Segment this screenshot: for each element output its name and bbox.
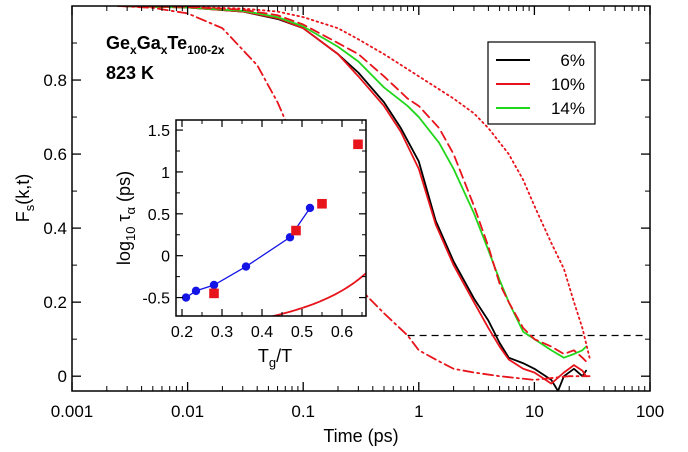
inset-square-point	[291, 225, 301, 236]
inset-y-title-tau: τ	[114, 214, 134, 221]
series-line-dashed	[117, 6, 587, 363]
inset-x-tick-label: 0.6	[331, 324, 353, 341]
inset-y-title-pre-sub: 10	[123, 227, 138, 241]
composition-formula: GexGaxTe100-2x	[106, 33, 225, 57]
series-line-dotted	[117, 6, 591, 359]
temperature-label: 823 K	[106, 63, 154, 83]
inset-y-title-tau-sub: α	[123, 206, 138, 214]
series-line-solid	[117, 6, 587, 359]
y-tick-label: 0.6	[43, 145, 67, 164]
legend-entries: 6% 10% 14%	[496, 51, 585, 118]
inset-y-title-rest: (ps)	[114, 171, 134, 202]
inset-x-tick-label: 0.5	[291, 324, 313, 341]
legend-label: 14%	[551, 99, 585, 118]
main-x-axis-title: Time (ps)	[323, 426, 398, 446]
inset-background	[176, 120, 366, 316]
y-tick-label: 0	[58, 367, 67, 386]
y-title-main: F	[13, 211, 33, 222]
x-tick-label: 0.1	[291, 402, 315, 421]
formula-part: Ge	[106, 33, 130, 53]
inset-x-axis-title: Tg/T	[258, 346, 292, 370]
inset-x-tick-label: 0.4	[251, 324, 273, 341]
inset-circle-point	[305, 203, 315, 213]
inset-circle-point	[209, 280, 219, 290]
inset-y-axis-title: log10 τα (ps)	[114, 171, 138, 265]
y-tick-label: 0.2	[43, 293, 67, 312]
formula-part: x	[161, 43, 168, 57]
inset-y-tick-label: -0.5	[142, 291, 170, 308]
inset-y-tick-label: 1	[161, 165, 170, 182]
main-series-group	[117, 6, 591, 391]
y-tick-label: 0.8	[43, 71, 67, 90]
x-tick-label: 0.001	[51, 402, 94, 421]
inset-y-tick-label: 1.5	[148, 123, 170, 140]
main-y-axis-title: Fs(k,t)	[13, 174, 37, 223]
x-tick-label: 0.01	[171, 402, 204, 421]
inset-chart: 0.2 0.3 0.4 0.5 0.6 -0.5 0 0.5 1 1.5 Tg/T log10 τ…	[114, 119, 367, 370]
x-tick-label: 1	[414, 402, 423, 421]
inset-x-title-sub: g	[269, 355, 276, 370]
series-line-solid	[117, 6, 587, 385]
inset-y-title-pre: log	[114, 241, 134, 265]
main-chart: 0.001 0.01 0.1 1 10 100 00.20.40.60.8 Time (p…	[13, 5, 664, 446]
x-tick-label: 10	[525, 402, 544, 421]
inset-x-title-main: T	[258, 346, 269, 366]
inset-circle-point	[241, 262, 251, 271]
inset-x-tick-label: 0.2	[171, 324, 193, 341]
inset-x-tick-label: 0.3	[211, 324, 233, 341]
legend: 6% 10% 14%	[487, 41, 596, 125]
inset-circle-point	[181, 293, 191, 302]
legend-label: 6%	[560, 51, 585, 70]
main-y-ticks: 0 0.2 0.4 0.6 0.8	[43, 42, 650, 386]
inset-square-point	[209, 288, 219, 299]
x-tick-label: 100	[636, 402, 664, 421]
y-title-sub: s	[22, 204, 37, 211]
main-x-ticks: 0.001 0.01 0.1 1 10 100	[51, 6, 664, 421]
formula-part: Ga	[137, 33, 162, 53]
inset-x-title-rest: /T	[276, 346, 292, 366]
inset-x-ticks: 0.2 0.3 0.4 0.5 0.6	[171, 120, 363, 341]
formula-part: Te	[167, 33, 187, 53]
main-plot-frame	[71, 5, 651, 392]
formula-part: 100-2x	[187, 43, 225, 57]
inset-y-ticks: -0.5 0 0.5 1 1.5	[142, 123, 366, 308]
inset-circle-point	[191, 286, 201, 296]
series-line-dashdot	[117, 6, 591, 381]
inset-plot-frame	[175, 119, 367, 317]
inset-y-tick-label: 0.5	[148, 207, 170, 224]
inset-y-tick-label: 0	[161, 249, 170, 266]
inset-square-point	[353, 139, 363, 150]
legend-label: 10%	[551, 75, 585, 94]
inset-square-point	[317, 198, 327, 209]
y-tick-label: 0.4	[43, 219, 67, 238]
y-title-rest: (k,t)	[13, 174, 33, 205]
formula-part: x	[130, 43, 137, 57]
